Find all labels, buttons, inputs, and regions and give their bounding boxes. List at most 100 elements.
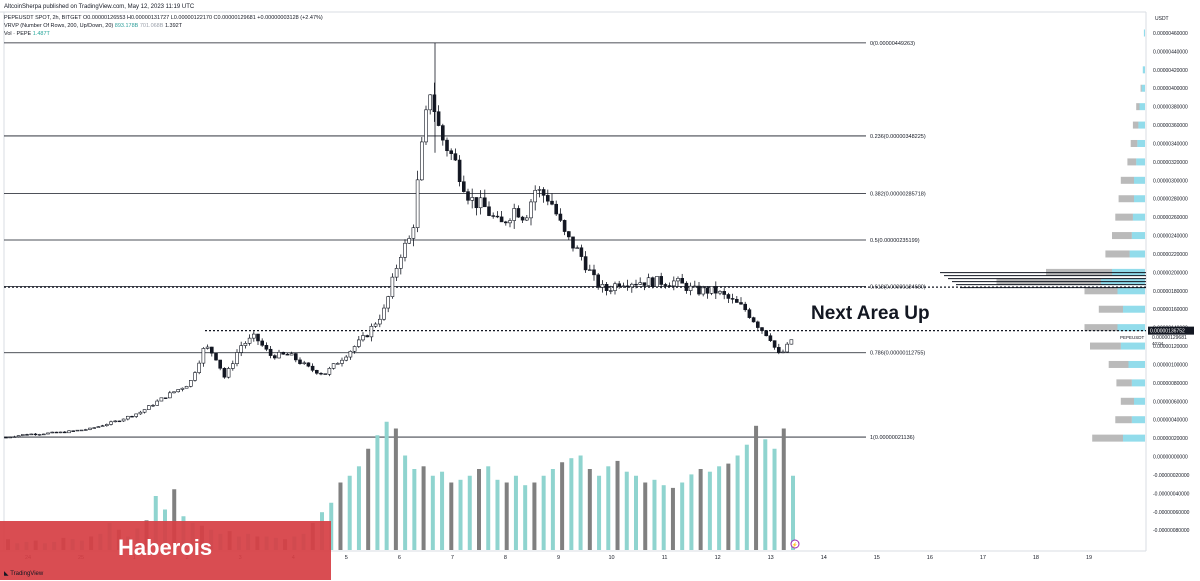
candle-body (634, 283, 638, 286)
volume-profile-up (1131, 379, 1145, 387)
candle-body (369, 325, 374, 338)
candle-body (508, 220, 512, 224)
candle-body (348, 350, 353, 358)
time-axis-tick: 19 (1086, 555, 1092, 561)
time-axis-tick: 9 (557, 555, 560, 561)
candle-body (482, 197, 487, 208)
candle-body (235, 352, 239, 364)
candle-body (331, 363, 336, 369)
candle-body (344, 356, 349, 361)
volume-bar (726, 463, 731, 550)
candle-body (88, 427, 92, 430)
candle-body (726, 294, 731, 299)
volume-profile-up (1120, 342, 1145, 350)
candle-body (638, 282, 643, 285)
volume-bar (781, 428, 786, 550)
volume-bar (652, 479, 657, 550)
candle-body (470, 197, 475, 201)
candle-body (600, 284, 605, 288)
candle-body (92, 427, 96, 429)
volume-bar (689, 474, 694, 550)
price-axis-tick: 0.00000440000 (1153, 49, 1188, 55)
volume-profile-up (1138, 121, 1145, 129)
time-axis-tick: 14 (821, 555, 827, 561)
candle-body (272, 355, 277, 359)
volume-bar (329, 502, 334, 550)
volume-bar (587, 469, 592, 550)
candle-body (264, 345, 269, 350)
volume-profile-up (1123, 434, 1145, 442)
price-axis-tick: 0.00000420000 (1153, 68, 1188, 74)
candle-body (335, 363, 340, 365)
candle-body (314, 369, 319, 374)
candle-body (256, 333, 260, 342)
vrvp-legend: VRVP (Number Of Rows, 200, Up/Down, 20) … (4, 22, 323, 30)
volume-bar (523, 485, 528, 550)
volume-bar (532, 482, 537, 550)
price-axis-tick: 0.00000340000 (1153, 141, 1188, 147)
price-axis-tick: 0.00000120000 (1153, 344, 1188, 350)
candle-body (684, 282, 689, 291)
candle-body (776, 347, 781, 353)
time-axis-tick: 8 (504, 555, 507, 561)
candle-body (571, 236, 575, 249)
candle-body (180, 387, 185, 390)
volume-profile-up (1137, 139, 1145, 147)
candle-body (382, 307, 386, 320)
current-price-label: 0.00000136752 (1150, 329, 1185, 335)
candle-body (587, 269, 592, 271)
price-axis-tick: 0.00000080000 (1153, 381, 1188, 387)
volume-bar (578, 455, 583, 550)
candle-body (352, 346, 357, 352)
volume-profile-down (1090, 342, 1121, 350)
volume-bar (597, 475, 602, 550)
candle-body (373, 323, 378, 327)
volume-bar (403, 455, 408, 550)
watermark-text: Haberois (118, 535, 213, 560)
volume-profile-up (1139, 103, 1145, 111)
publisher-header: AltcoinSherpa published on TradingView.c… (4, 4, 195, 10)
volume-profile-up (1134, 195, 1145, 203)
volume-bar (707, 471, 712, 550)
volume-bar (670, 487, 675, 550)
candle-body (75, 429, 80, 432)
candle-body (655, 276, 659, 287)
candle-body (4, 436, 8, 439)
candle-body (663, 284, 668, 286)
price-axis-tick: -0.00000020000 (1153, 473, 1190, 479)
candle-body (151, 404, 155, 407)
volume-profile-down (1116, 379, 1132, 387)
volume-bar (347, 475, 352, 550)
candle-body (319, 372, 323, 375)
candle-body (545, 195, 550, 202)
fib-level-label: 1(0.00000021136) (870, 435, 915, 441)
time-axis-tick: 7 (451, 555, 454, 561)
volume-bar (791, 475, 795, 550)
volume-bar (560, 462, 565, 550)
candle-body (701, 287, 706, 295)
volume-profile-up (1134, 176, 1145, 184)
candle-body (159, 397, 164, 402)
volume-profile-up (1131, 232, 1145, 240)
volume-bar (643, 482, 648, 550)
candle-body (491, 215, 496, 217)
candle-body (293, 353, 298, 361)
candle-body (109, 421, 113, 425)
volume-profile-up (1141, 84, 1145, 92)
volume-bar (366, 448, 371, 550)
volume-bar (698, 469, 703, 550)
candle-body (466, 191, 470, 201)
candle-body (398, 257, 403, 269)
candle-body (755, 321, 760, 328)
price-axis-tick: 0.00000280000 (1153, 197, 1188, 203)
price-axis-tick: -0.00000060000 (1153, 510, 1190, 516)
volume-bar (615, 460, 620, 550)
candle-body (743, 303, 748, 311)
volume-bar (717, 466, 722, 550)
candle-body (520, 216, 525, 221)
candle-body (214, 352, 218, 361)
price-axis-tick: 0.00000400000 (1153, 86, 1188, 92)
candle-body (285, 353, 290, 356)
volume-bar (541, 475, 546, 550)
